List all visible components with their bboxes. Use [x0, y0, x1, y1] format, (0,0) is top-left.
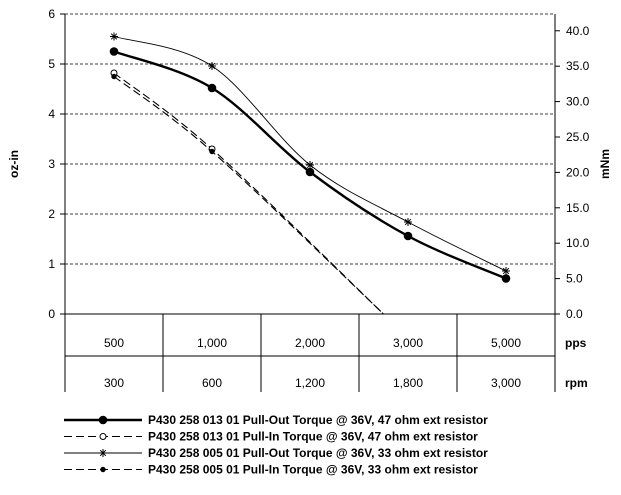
series-line — [113, 36, 507, 272]
data-point — [305, 167, 315, 177]
y-axis-left-ticks: 0 1 2 3 4 5 6 — [48, 7, 65, 321]
x-tick-label-rpm: 3,000 — [491, 376, 521, 390]
legend-item: P430 258 013 01 Pull-In Torque @ 36V, 47… — [64, 430, 478, 444]
y-right-tick-label: 40.0 — [566, 24, 590, 38]
y-right-tick-label: 35.0 — [566, 59, 590, 73]
data-point — [209, 148, 215, 155]
y-left-tick-label: 0 — [48, 307, 55, 321]
data-point — [306, 161, 314, 169]
series-1 — [109, 47, 511, 283]
legend-item: P430 258 013 01 Pull-Out Torque @ 36V, 4… — [64, 413, 488, 427]
y-right-tick-label: 25.0 — [566, 130, 590, 144]
data-point — [403, 231, 413, 241]
x-axis-table: 500 1,000 2,000 3,000 5,000 300 600 1,200 1,800 3… — [64, 314, 588, 392]
data-point — [99, 433, 107, 440]
y-right-tick-label: 5.0 — [566, 272, 583, 286]
y-right-tick-label: 10.0 — [566, 236, 590, 250]
data-point — [109, 47, 119, 56]
x-tick-label-rpm: 300 — [104, 376, 124, 390]
x-tick-label-pps: 2,000 — [295, 336, 325, 350]
x-tick-label-pps: 3,000 — [393, 336, 423, 350]
y-left-tick-label: 3 — [48, 157, 55, 171]
x-tick-label-rpm: 600 — [202, 376, 222, 390]
data-point — [98, 415, 108, 425]
legend-item: P430 258 005 01 Pull-Out Torque @ 36V, 3… — [64, 446, 488, 460]
y-right-tick-label: 30.0 — [566, 95, 590, 109]
data-point — [100, 466, 106, 473]
y-axis-left-title: oz-in — [7, 150, 21, 178]
data-point — [99, 449, 107, 457]
y-right-tick-label: 15.0 — [566, 201, 590, 215]
data-point — [501, 274, 511, 283]
x-unit-rpm: rpm — [565, 376, 588, 390]
data-point — [111, 73, 117, 80]
y-left-tick-label: 2 — [48, 207, 55, 221]
series-2 — [110, 69, 384, 315]
series-line — [113, 76, 384, 315]
y-left-tick-label: 4 — [48, 107, 55, 121]
x-unit-pps: pps — [565, 336, 587, 350]
y-axis-right-ticks: 0.0 5.0 10.0 15.0 20.0 25.0 30.0 35.0 40.0 — [555, 24, 590, 321]
grid — [65, 13, 555, 265]
x-tick-label-rpm: 1,800 — [393, 376, 423, 390]
y-right-tick-label: 20.0 — [566, 165, 590, 179]
data-point — [207, 83, 217, 93]
y-left-tick-label: 5 — [48, 57, 55, 71]
x-tick-label-rpm: 1,200 — [295, 376, 325, 390]
data-point — [208, 62, 216, 70]
legend-item: P430 258 005 01 Pull-In Torque @ 36V, 33… — [64, 463, 478, 477]
y-left-tick-label: 6 — [48, 7, 55, 21]
data-point — [110, 32, 118, 41]
legend-label: P430 258 013 01 Pull-In Torque @ 36V, 47… — [148, 430, 478, 444]
legend-label: P430 258 013 01 Pull-Out Torque @ 36V, 4… — [148, 413, 488, 427]
x-tick-label-pps: 1,000 — [197, 336, 227, 350]
x-tick-label-pps: 500 — [104, 336, 124, 350]
x-tick-label-pps: 5,000 — [491, 336, 521, 350]
legend-label: P430 258 005 01 Pull-In Torque @ 36V, 33… — [148, 463, 478, 477]
y-axis-right-title: mNm — [598, 149, 612, 179]
series-3 — [110, 32, 510, 275]
legend-label: P430 258 005 01 Pull-Out Torque @ 36V, 3… — [148, 446, 488, 460]
series-group — [109, 32, 511, 315]
y-left-tick-label: 1 — [48, 257, 55, 271]
y-right-tick-label: 0.0 — [566, 307, 583, 321]
series-line — [113, 72, 384, 315]
data-point — [502, 267, 510, 275]
series-4 — [111, 73, 384, 315]
data-point — [404, 218, 412, 226]
legend: P430 258 013 01 Pull-Out Torque @ 36V, 4… — [64, 413, 488, 477]
